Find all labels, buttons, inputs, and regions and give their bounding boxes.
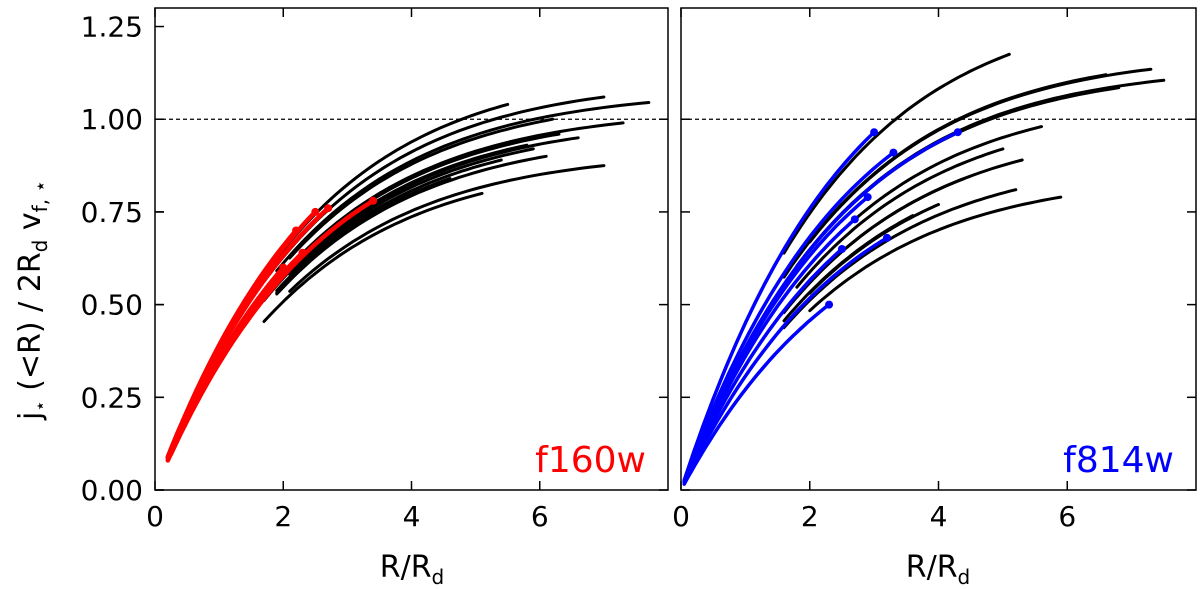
x-tick-label-left: 0	[146, 500, 164, 533]
black-curve-right	[795, 177, 966, 299]
band-curve-right	[682, 130, 876, 482]
black-curve-right	[795, 147, 1005, 289]
band-curve-left	[165, 205, 331, 461]
band-curve-left	[165, 250, 305, 463]
curve-end-marker-left	[324, 204, 333, 213]
black-curve-right	[795, 86, 1121, 269]
band-curve-right	[682, 217, 857, 484]
y-tick-label: 1.00	[81, 103, 143, 136]
band-curve-left	[168, 198, 376, 457]
y-tick-label: 0.75	[81, 196, 143, 229]
band-label-left: f160w	[535, 440, 646, 481]
x-tick-label-right: 6	[1058, 500, 1076, 533]
plot-frame-left	[154, 7, 669, 491]
curve-end-marker-right	[850, 215, 859, 224]
black-curve-right	[782, 73, 1108, 279]
black-curve-left	[288, 117, 555, 260]
band-curve-right	[685, 236, 889, 479]
x-tick-label-right: 0	[672, 500, 690, 533]
black-curve-right	[782, 214, 915, 323]
black-curve-left	[288, 164, 606, 293]
x-tick-label-right: 4	[930, 500, 948, 533]
band-curve-right	[685, 150, 896, 475]
black-curve-left	[275, 154, 548, 296]
y-tick-label: 0.25	[81, 381, 143, 414]
x-tick-label-left: 2	[274, 500, 292, 533]
black-curve-right	[782, 52, 1011, 255]
black-curve-right	[808, 195, 1063, 313]
curve-end-marker-right	[870, 128, 879, 137]
curve-end-marker-right	[837, 245, 846, 253]
panel-right: 0 2 4 6 f814w	[672, 7, 1197, 533]
plot-frame-right	[680, 7, 1197, 491]
curve-end-marker-right	[889, 148, 898, 157]
x-axis-title-left: R/Rd	[380, 550, 445, 589]
black-curve-left	[275, 158, 503, 293]
curve-end-marker-left	[253, 282, 262, 291]
panel-left: 0 2 4 6 0.00 0.25 0.50 0.75 1.00 1.25 f160w	[81, 7, 669, 533]
black-curve-left	[275, 101, 651, 273]
x-tick-label-right: 2	[801, 500, 819, 533]
curve-end-marker-right	[953, 128, 962, 137]
y-tick-label: 0.00	[81, 474, 143, 507]
black-curve-left	[262, 191, 484, 323]
y-axis-title: j⋆ (<R) / 2Rd vf, ⋆	[13, 180, 52, 421]
band-label-right: f814w	[1063, 440, 1174, 481]
curve-end-marker-right	[863, 193, 872, 202]
curve-end-marker-left	[311, 207, 320, 216]
curve-end-marker-right	[825, 300, 834, 309]
y-tick-label: 0.50	[81, 289, 143, 322]
x-tick-label-left: 4	[403, 500, 421, 533]
black-curve-left	[288, 147, 535, 276]
black-curve-right	[782, 188, 1018, 330]
band-curve-right	[685, 247, 844, 478]
curve-end-marker-left	[369, 196, 378, 205]
x-tick-label-left: 6	[531, 500, 549, 533]
x-axis-title-right: R/Rd	[906, 550, 971, 589]
y-tick-label: 1.25	[81, 11, 143, 44]
curve-end-marker-left	[298, 248, 307, 257]
band-curve-right	[682, 302, 831, 486]
curve-end-marker-right	[883, 233, 891, 242]
